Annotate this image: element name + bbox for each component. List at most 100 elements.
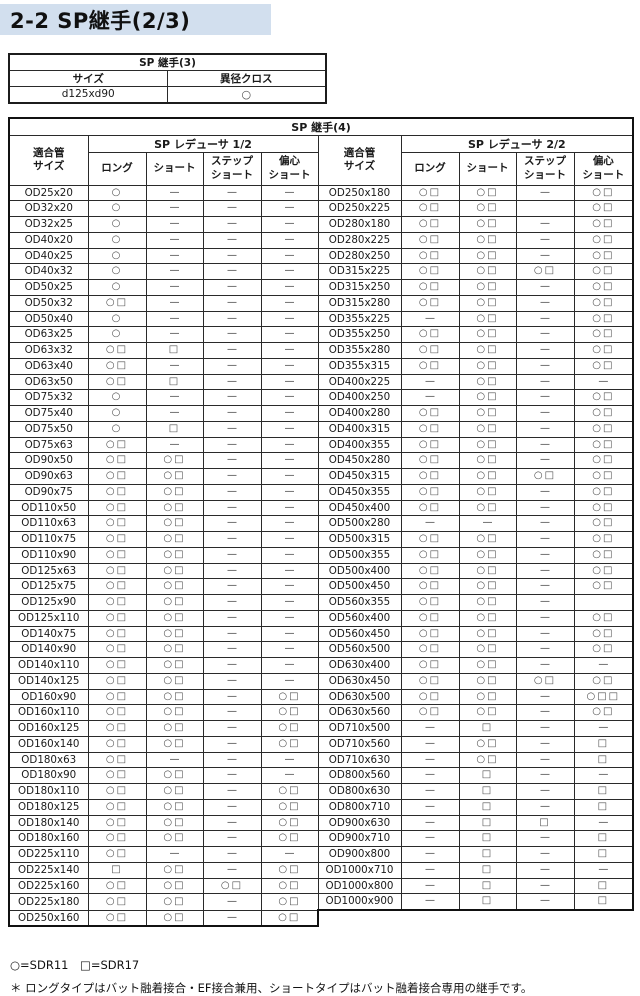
availability-cell: □ [87,861,147,879]
availability-cell: ○□ [573,672,635,690]
table-row: OD32x20 ○ — — — OD250x225 ○□ ○□ ○□ [8,200,635,217]
availability-cell: ○□ [260,735,319,753]
availability-cell: ○□ [87,609,147,627]
pipe-size-cell: OD900x630 [317,814,402,832]
availability-cell: — [260,357,319,375]
symbol-legend: ○=SDR11 □=SDR17 [10,958,140,973]
availability-cell: — [515,562,575,580]
pipe-size-cell: OD75x32 [8,389,89,406]
availability-cell: ○□ [87,468,147,485]
table-row: OD180x125 ○□ ○□ — ○□ OD800x710— □ — □ [8,798,635,816]
availability-cell: ○□ [400,357,460,375]
pipe-size-cell: OD140x90 [8,641,89,658]
availability-cell: — [145,846,204,863]
availability-cell: ○□ [573,704,635,721]
pipe-size-cell: OD355x280 [317,342,402,359]
availability-cell: — [515,704,575,721]
availability-cell: ○□ [458,578,517,595]
availability-cell: ○□ [87,877,147,895]
availability-cell: ○□ [458,657,517,674]
availability-cell: — [260,200,319,217]
availability-cell: — [202,184,262,202]
availability-cell: — [515,846,575,863]
pipe-size-cell: OD40x25 [8,247,89,265]
availability-cell: ○□ [573,294,635,312]
availability-cell: — [260,483,319,501]
pipe-size-cell: OD225x180 [8,893,89,911]
pipe-size-cell: OD710x500 [317,720,402,737]
availability-cell: ○□ [400,216,460,233]
availability-cell: — [573,373,635,391]
pipe-size-cell: OD63x40 [8,357,89,375]
availability-cell: ○□ [458,357,517,375]
pipe-size-cell: OD110x90 [8,546,89,564]
table-row: OD180x110 ○□ ○□ — ○□ OD800x630— □ — □ [8,783,635,800]
table-row: OD140x110 ○□ ○□ — — OD630x400 ○□ ○□ — — [8,657,635,674]
availability-cell: ○□ [87,499,147,517]
pipe-size-cell: OD40x20 [8,231,89,249]
pipe-size-cell: OD800x630 [317,783,402,800]
availability-cell: — [202,641,262,658]
availability-cell: — [145,231,204,249]
pipe-size-cell: OD32x25 [8,216,89,233]
availability-cell: — [515,688,575,706]
availability-cell: — [515,342,575,359]
availability-cell: — [202,562,262,580]
availability-cell: ○□ [400,578,460,595]
pipe-size-cell: OD250x225 [317,200,402,217]
availability-cell: ○□ [202,877,262,895]
table-row: OD63x32 ○□ □ — — OD355x280 ○□ ○□ — ○□ [8,342,635,359]
pipe-size-cell: OD315x225 [317,263,402,280]
availability-cell: ○□ [573,263,635,280]
availability-cell: — [515,294,575,312]
availability-cell: ○□ [87,483,147,501]
availability-cell: — [573,767,635,784]
availability-cell: ○□ [145,657,204,674]
col-header-short-right: ショート [458,151,517,186]
sp-joint-3-table: SP 継手(3) サイズ 異径クロス d125xd90 ○ [8,53,328,104]
availability-cell: ○□ [145,688,204,706]
availability-cell: ○□ [458,688,517,706]
availability-cell: — [260,468,319,485]
availability-cell: — [145,294,204,312]
pipe-size-cell: OD75x63 [8,436,89,454]
pipe-size-cell: OD125x75 [8,578,89,595]
availability-cell: ○□ [573,468,635,485]
availability-cell: □ [458,893,517,912]
pipe-size-cell: OD110x75 [8,531,89,548]
sp4-table-title: SP 継手(4) [7,116,635,136]
availability-cell: — [260,263,319,280]
availability-cell: ○ [87,279,147,296]
availability-cell: — [515,326,575,343]
availability-cell: ○□ [573,515,635,532]
availability-cell: — [202,247,262,265]
pipe-size-cell: OD900x710 [317,830,402,847]
availability-cell: — [400,389,460,406]
availability-cell: — [202,263,262,280]
pipe-size-cell: OD90x63 [8,468,89,485]
availability-cell: ○□ [145,720,204,737]
availability-cell: ○□ [145,499,204,517]
availability-cell: □ [515,814,575,832]
availability-cell: ○□ [87,452,147,469]
availability-cell: — [260,294,319,312]
availability-cell: □ [458,861,517,879]
availability-cell: ○□ [145,609,204,627]
availability-cell: — [260,641,319,658]
table-row: OD40x25 ○ — — — OD280x250 ○□ ○□ — ○□ [8,247,635,265]
availability-cell: — [260,405,319,422]
pipe-size-cell: OD50x40 [8,310,89,328]
pipe-size-cell: OD160x140 [8,735,89,753]
availability-cell: — [400,373,460,391]
availability-cell: ○□ [87,625,147,643]
availability-cell: ○□ [400,672,460,690]
availability-cell: — [202,783,262,800]
availability-cell: ○□ [145,767,204,784]
availability-cell: ○□ [458,436,517,454]
availability-cell: ○□ [573,216,635,233]
availability-cell: — [260,562,319,580]
availability-cell: ○ [87,263,147,280]
availability-cell: — [515,783,575,800]
pipe-size-cell: OD63x32 [8,342,89,359]
table-row: OD125x90 ○□ ○□ — — OD560x355 ○□ ○□ — [8,594,635,611]
